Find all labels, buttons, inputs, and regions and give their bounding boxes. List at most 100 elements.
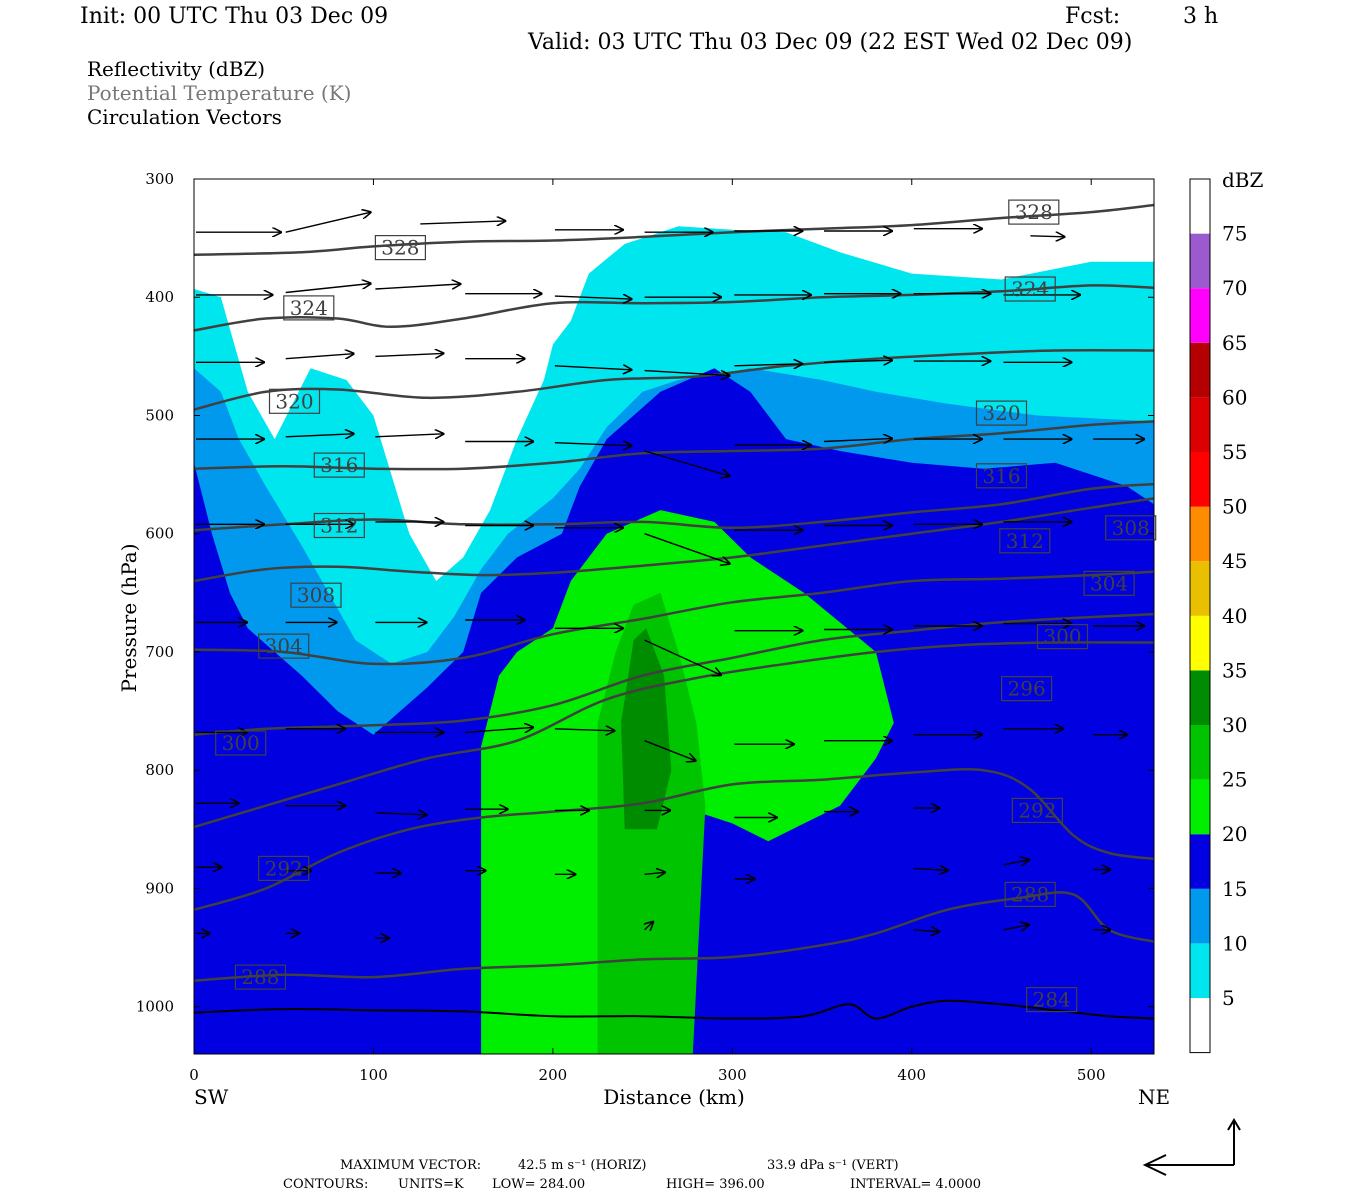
contour-label-296: 296 bbox=[1000, 675, 1053, 702]
contour-label-text: 304 bbox=[1090, 571, 1128, 595]
circulation-vector bbox=[554, 729, 615, 731]
contour-label-text: 308 bbox=[297, 583, 335, 607]
contour-label-box bbox=[258, 855, 310, 882]
colorbar-swatch bbox=[1190, 179, 1210, 234]
theta-contour-328 bbox=[194, 203, 1154, 256]
colorbar-level-label: 40 bbox=[1222, 604, 1247, 628]
contour-label-300: 300 bbox=[215, 730, 267, 756]
contour-label-312: 312 bbox=[999, 528, 1051, 554]
contour-label-box bbox=[215, 730, 267, 756]
contour-label-304: 304 bbox=[258, 633, 310, 659]
contour-label-328: 328 bbox=[374, 235, 426, 261]
contour-label-box bbox=[1011, 797, 1064, 824]
contour-label-box bbox=[1008, 199, 1060, 225]
circulation-vector bbox=[375, 434, 443, 437]
contours-high: HIGH= 396.00 bbox=[666, 1177, 765, 1192]
contour-label-316: 316 bbox=[975, 463, 1028, 489]
contour-label-304: 304 bbox=[1083, 570, 1135, 597]
max-vector-label: MAXIMUM VECTOR: bbox=[340, 1158, 482, 1173]
plot-frame bbox=[193, 178, 1155, 1055]
contour-label-328: 328 bbox=[1008, 199, 1060, 225]
contour-label-324: 324 bbox=[1004, 276, 1056, 302]
contour-label-324: 324 bbox=[283, 295, 335, 321]
contour-label-text: 308 bbox=[1112, 516, 1150, 540]
colorbar-swatch bbox=[1190, 725, 1210, 780]
x-axis-right-label: NE bbox=[1138, 1085, 1170, 1109]
circulation-vector bbox=[644, 740, 696, 761]
colorbar-swatch bbox=[1190, 943, 1210, 998]
contour-label-320: 320 bbox=[268, 388, 321, 414]
circulation-vector bbox=[285, 354, 354, 360]
contour-label-text: 328 bbox=[1015, 200, 1053, 224]
valid-time: Valid: 03 UTC Thu 03 Dec 09 (22 EST Wed … bbox=[528, 30, 1133, 55]
y-tick-label: 1000 bbox=[136, 998, 174, 1016]
circulation-vector bbox=[823, 360, 892, 362]
x-axis-title: Distance (km) bbox=[603, 1085, 745, 1109]
colorbar-swatch bbox=[1190, 561, 1210, 616]
legend-reflectivity: Reflectivity (dBZ) bbox=[87, 57, 266, 81]
contour-label-320: 320 bbox=[975, 400, 1028, 426]
y-tick-label: 500 bbox=[145, 406, 174, 424]
contour-label-text: 296 bbox=[1008, 677, 1046, 701]
theta-contour-312 bbox=[194, 482, 1154, 532]
colorbar-frame bbox=[1189, 178, 1211, 1054]
theta-contour-320 bbox=[194, 348, 1154, 411]
contour-label-292: 292 bbox=[258, 855, 310, 882]
contour-label-box bbox=[234, 964, 286, 990]
theta-contour-316 bbox=[194, 420, 1154, 471]
colorbar-swatch bbox=[1190, 397, 1210, 452]
theta-contour-292 bbox=[194, 768, 1154, 911]
circulation-vector bbox=[420, 221, 505, 224]
circulation-vector bbox=[644, 639, 722, 675]
y-tick-label: 700 bbox=[145, 643, 174, 661]
colorbar-level-label: 5 bbox=[1222, 986, 1235, 1010]
circulation-vector bbox=[913, 868, 948, 870]
circulation-vector bbox=[554, 443, 632, 446]
colorbar-level-label: 10 bbox=[1222, 931, 1247, 955]
colorbar-level-label: 20 bbox=[1222, 822, 1247, 846]
colorbar-level-label: 70 bbox=[1222, 276, 1247, 300]
x-tick-label: 0 bbox=[189, 1066, 199, 1084]
y-tick-label: 800 bbox=[145, 761, 174, 779]
contour-label-box bbox=[283, 295, 335, 321]
contour-label-box bbox=[1036, 623, 1089, 650]
contour-label-box bbox=[1000, 675, 1053, 702]
contour-label-box bbox=[1004, 881, 1056, 908]
y-tick-label: 400 bbox=[145, 288, 174, 306]
circulation-vector bbox=[285, 284, 371, 294]
x-tick-label: 400 bbox=[897, 1066, 926, 1084]
circulation-vector bbox=[645, 922, 654, 930]
forecast-hour: 3 h bbox=[1183, 4, 1219, 29]
circulation-vector bbox=[375, 353, 443, 356]
contour-label-box bbox=[313, 512, 365, 539]
contour-label-box bbox=[313, 452, 365, 478]
x-tick-label: 500 bbox=[1077, 1066, 1106, 1084]
colorbar-level-label: 15 bbox=[1222, 877, 1247, 901]
contours-interval: INTERVAL= 4.0000 bbox=[850, 1177, 982, 1192]
contour-label-284: 284 bbox=[1026, 986, 1078, 1013]
contour-label-box bbox=[1083, 570, 1135, 597]
contour-label-text: 324 bbox=[290, 296, 328, 320]
init-time: Init: 00 UTC Thu 03 Dec 09 bbox=[80, 4, 389, 29]
colorbar-title: dBZ bbox=[1222, 168, 1264, 192]
colorbar-swatch bbox=[1190, 452, 1210, 507]
circulation-vector bbox=[285, 212, 371, 233]
colorbar-level-label: 35 bbox=[1222, 658, 1247, 682]
circulation-vector bbox=[644, 450, 730, 476]
contour-label-box bbox=[1026, 986, 1078, 1013]
contour-label-box bbox=[999, 528, 1051, 554]
y-tick-label: 600 bbox=[145, 525, 174, 543]
circulation-vector bbox=[375, 284, 460, 290]
contour-label-box bbox=[258, 633, 310, 659]
colorbar-swatch bbox=[1190, 888, 1210, 944]
contour-label-text: 288 bbox=[241, 965, 279, 989]
contour-label-text: 300 bbox=[222, 731, 260, 755]
contour-label-box bbox=[975, 463, 1028, 489]
contour-label-text: 312 bbox=[1006, 529, 1044, 553]
colorbar-swatch bbox=[1190, 342, 1210, 398]
contour-label-text: 312 bbox=[320, 514, 358, 538]
circulation-vector bbox=[1003, 925, 1030, 930]
colorbar-level-label: 50 bbox=[1222, 495, 1247, 519]
colorbar-level-label: 60 bbox=[1222, 385, 1247, 409]
